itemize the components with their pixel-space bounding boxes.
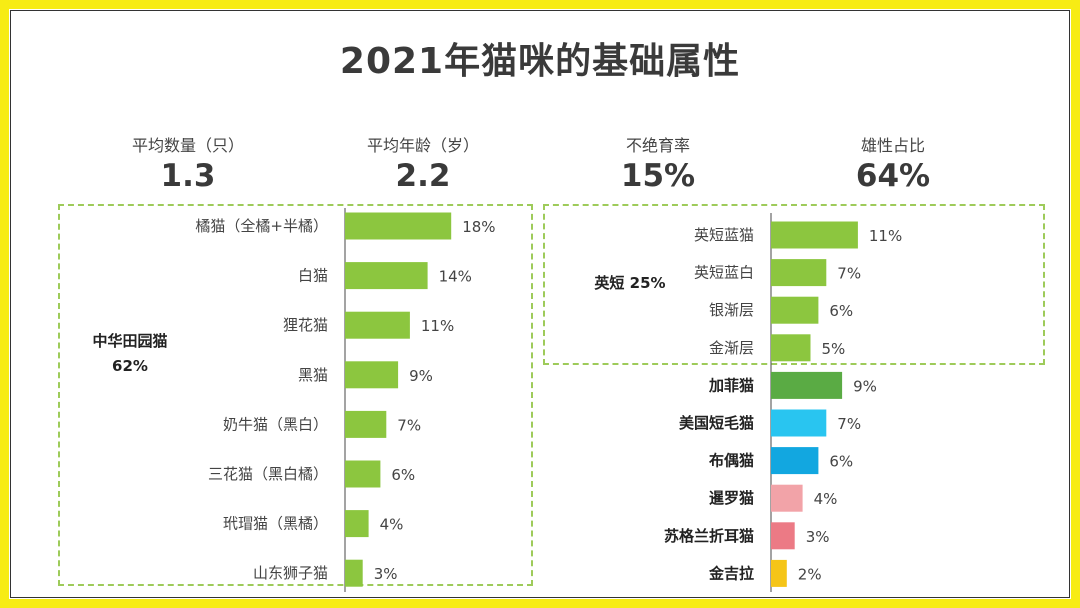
category-label: 奶牛猫（黑白） (223, 415, 328, 433)
category-label: 金渐层 (709, 339, 754, 357)
stat-value: 64% (855, 158, 931, 194)
value-label: 11% (869, 227, 902, 245)
value-label: 2% (798, 565, 822, 583)
category-label: 橘猫（全橘+半橘） (195, 217, 328, 235)
category-label: 狸花猫 (283, 316, 328, 334)
category-label: 山东狮子猫 (253, 564, 328, 582)
bar (345, 559, 363, 587)
value-label: 6% (829, 453, 853, 471)
category-label: 黑猫 (298, 366, 328, 384)
value-label: 6% (391, 466, 415, 484)
stat-value: 1.3 (160, 158, 216, 194)
bar (771, 409, 827, 437)
value-label: 9% (409, 367, 433, 385)
bar (771, 296, 819, 324)
category-label: 英短蓝白 (694, 264, 754, 282)
category-label: 玳瑁猫（黑橘） (223, 515, 328, 533)
stat-label: 平均年龄（岁） (366, 136, 479, 155)
value-label: 5% (822, 340, 846, 358)
page-title: 2021年猫咪的基础属性 (339, 41, 741, 82)
stat-label: 雄性占比 (860, 136, 925, 155)
stat-value: 15% (620, 158, 696, 194)
value-label: 4% (814, 490, 838, 508)
stat-average-age: 平均年龄（岁） 2.2 (323, 132, 523, 194)
category-label: 暹罗猫 (709, 489, 754, 507)
bar (345, 460, 381, 488)
bar (771, 259, 827, 287)
value-label: 7% (397, 416, 421, 434)
category-label: 美国短毛猫 (679, 414, 754, 432)
category-label: 白猫 (298, 267, 328, 285)
bar (345, 361, 399, 389)
value-label: 9% (853, 377, 877, 395)
bar (345, 311, 410, 339)
bar (345, 262, 428, 290)
bar (345, 212, 452, 240)
value-label: 4% (380, 516, 404, 534)
stat-male-ratio: 雄性占比 64% (793, 132, 993, 194)
value-label: 18% (462, 218, 495, 236)
category-label: 布偶猫 (709, 452, 754, 470)
value-label: 6% (829, 302, 853, 320)
category-label: 三花猫（黑白橘） (208, 465, 328, 483)
value-label: 11% (421, 317, 454, 335)
bar (771, 334, 811, 362)
bar (345, 510, 369, 538)
category-label: 英短蓝猫 (694, 226, 754, 244)
category-label: 银渐层 (709, 301, 754, 319)
value-label: 3% (374, 565, 398, 583)
bar (771, 484, 803, 512)
group-label-name: 中华田园猫 (92, 332, 167, 350)
inner-frame (10, 10, 1070, 598)
stat-average-count: 平均数量（只） 1.3 (88, 132, 288, 194)
bar (345, 410, 387, 438)
stat-label: 平均数量（只） (131, 136, 244, 155)
stat-label: 不绝育率 (625, 136, 690, 155)
value-label: 14% (439, 268, 472, 286)
stat-unneutered-rate: 不绝育率 15% (558, 132, 758, 194)
stat-value: 2.2 (395, 158, 451, 194)
bar (771, 221, 858, 249)
bar (771, 522, 795, 550)
category-label: 加菲猫 (708, 376, 754, 394)
category-label: 苏格兰折耳猫 (664, 527, 754, 545)
value-label: 3% (806, 528, 830, 546)
value-label: 7% (837, 415, 861, 433)
bar (771, 447, 819, 475)
group-label-british-shorthair: 英短 25% (594, 274, 665, 292)
group-box-chinese-cats (58, 204, 533, 586)
bar (771, 559, 787, 587)
value-label: 7% (837, 265, 861, 283)
bar (771, 371, 843, 399)
group-box-british-shorthair (543, 204, 1045, 365)
category-label: 金吉拉 (708, 564, 754, 582)
group-label-pct: 62% (112, 357, 148, 375)
